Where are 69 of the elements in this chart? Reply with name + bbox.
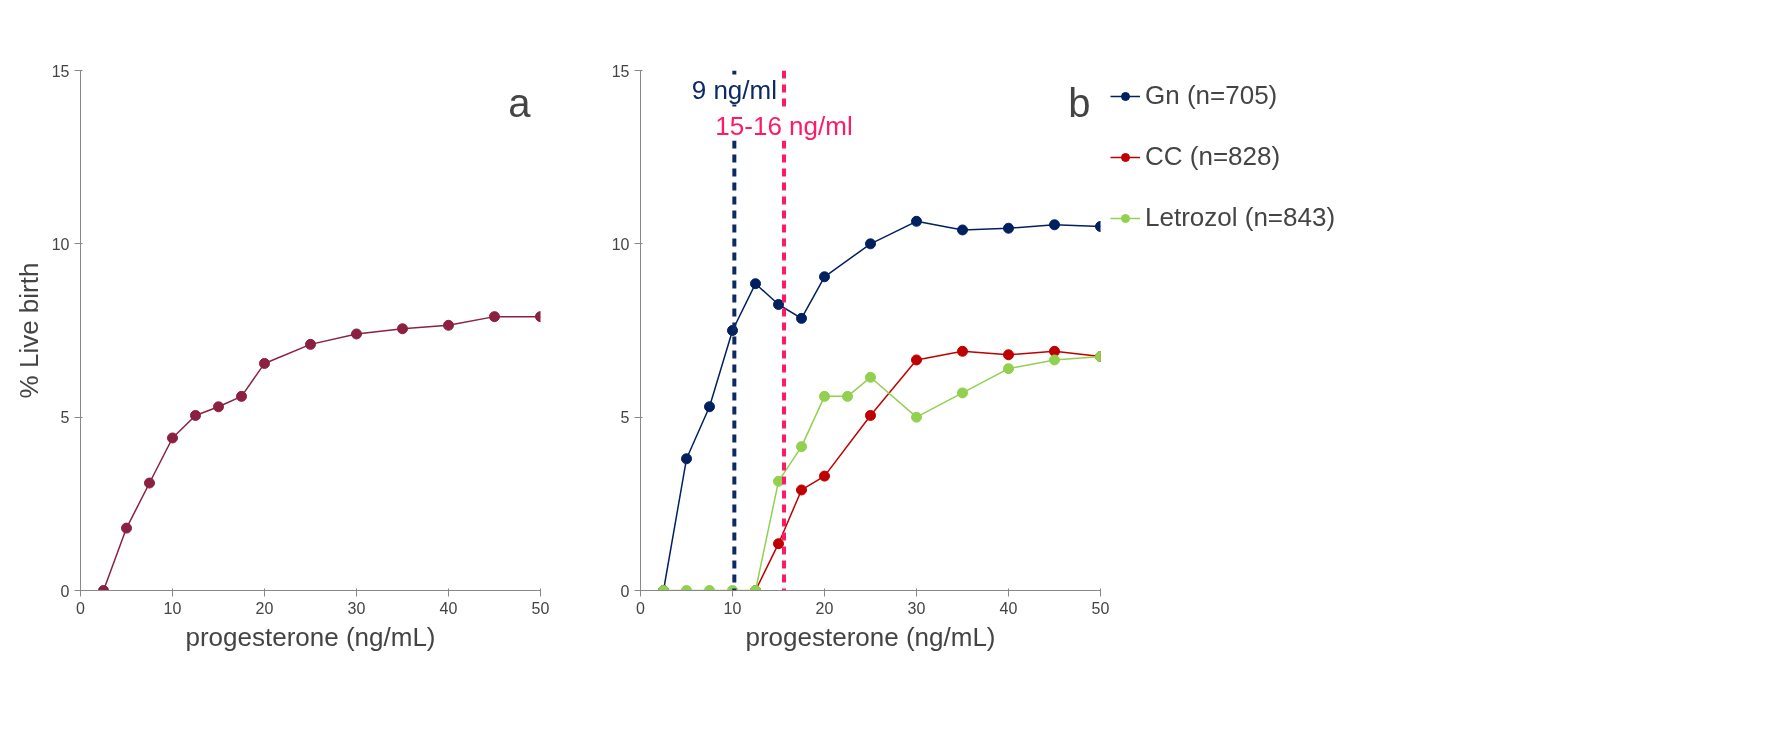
point xyxy=(911,354,922,366)
point xyxy=(1049,354,1060,366)
point xyxy=(704,401,715,413)
point xyxy=(1003,363,1014,375)
annotation: a xyxy=(508,80,532,125)
y-tick-label: 15 xyxy=(51,62,70,80)
y-tick-label: 10 xyxy=(51,235,70,253)
point xyxy=(1049,345,1060,357)
point xyxy=(750,278,761,290)
x-axis-title: progesterone (ng/mL) xyxy=(185,621,436,652)
point xyxy=(489,311,500,323)
x-tick-label: 20 xyxy=(815,599,834,617)
point xyxy=(144,477,155,489)
point xyxy=(397,323,408,335)
point xyxy=(911,411,922,423)
y-tick-label: 0 xyxy=(60,582,70,600)
x-tick-label: 10 xyxy=(723,599,742,617)
point xyxy=(911,215,922,227)
ref-line-label: 9 ng/ml xyxy=(691,74,777,105)
legend-label: Letrozol (n=843) xyxy=(1145,202,1336,233)
point xyxy=(305,338,316,350)
point xyxy=(443,319,454,331)
point xyxy=(773,538,784,550)
ref-line-label: 15-16 ng/ml xyxy=(715,110,853,141)
point xyxy=(957,387,968,399)
legend-label: Gn (n=705) xyxy=(1145,80,1278,111)
y-tick-label: 0 xyxy=(620,582,630,600)
point xyxy=(819,470,830,482)
x-tick-label: 50 xyxy=(1091,599,1110,617)
point xyxy=(796,312,807,324)
x-tick-label: 0 xyxy=(76,599,86,617)
point xyxy=(1003,222,1014,234)
point xyxy=(236,390,247,402)
point xyxy=(190,409,201,421)
x-tick-label: 0 xyxy=(636,599,646,617)
y-tick-label: 15 xyxy=(611,62,630,80)
point xyxy=(681,453,692,465)
x-tick-label: 20 xyxy=(255,599,274,617)
annotation: b xyxy=(1068,80,1091,125)
point xyxy=(213,401,224,413)
y-axis-title: % Live birth xyxy=(13,262,44,399)
point xyxy=(865,409,876,421)
point xyxy=(819,271,830,283)
point xyxy=(796,441,807,453)
point xyxy=(351,328,362,340)
point xyxy=(796,484,807,496)
legend-label: CC (n=828) xyxy=(1145,141,1281,172)
y-tick-label: 10 xyxy=(611,235,630,253)
point xyxy=(773,299,784,310)
point xyxy=(842,390,853,402)
x-tick-label: 40 xyxy=(999,599,1018,617)
y-tick-label: 5 xyxy=(60,409,70,427)
point xyxy=(865,371,876,383)
point xyxy=(819,390,830,402)
point xyxy=(1049,219,1060,231)
point xyxy=(865,238,876,250)
point xyxy=(957,224,968,236)
y-tick-label: 5 xyxy=(620,409,630,427)
x-tick-label: 40 xyxy=(439,599,458,617)
x-tick-label: 30 xyxy=(907,599,926,617)
point xyxy=(121,522,132,534)
point xyxy=(167,432,178,444)
x-axis-title: progesterone (ng/mL) xyxy=(745,621,996,652)
x-tick-label: 10 xyxy=(163,599,182,617)
x-tick-label: 30 xyxy=(347,599,366,617)
point xyxy=(1003,349,1014,361)
point xyxy=(957,345,968,357)
point xyxy=(259,357,270,369)
x-tick-label: 50 xyxy=(531,599,550,617)
